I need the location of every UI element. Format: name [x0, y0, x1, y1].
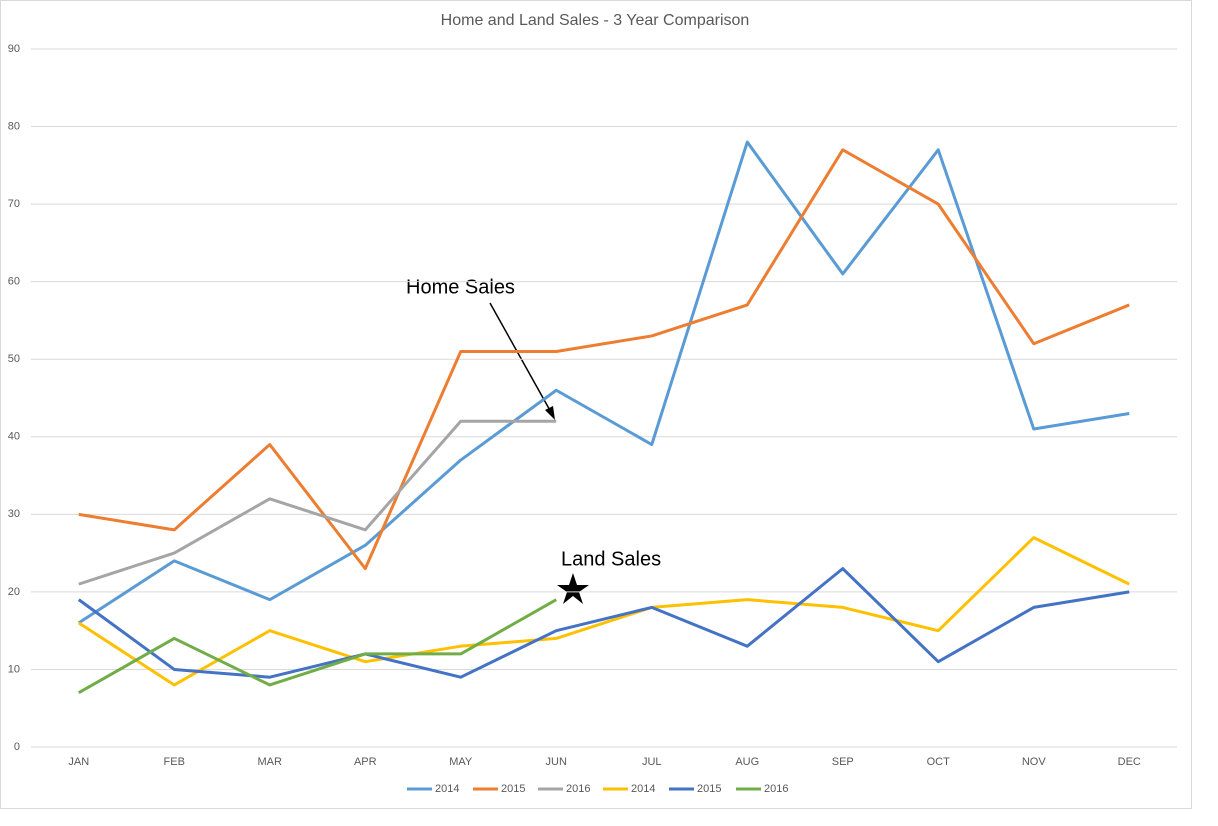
arrow-head: [545, 406, 555, 420]
y-tick-label: 50: [8, 353, 20, 365]
chart-title: Home and Land Sales - 3 Year Comparison: [441, 12, 750, 29]
annotation: Land Sales: [561, 548, 661, 570]
series-line: [78, 419, 557, 586]
x-tick-label: APR: [354, 756, 377, 768]
star: [557, 573, 589, 604]
y-tick-label: 40: [8, 431, 20, 443]
x-tick-label: MAY: [449, 756, 473, 768]
chart-border: [0, 0, 1192, 809]
series-line: [77, 140, 1130, 625]
y-tick-label: 60: [8, 276, 20, 288]
y-tick-label: 0: [14, 741, 20, 753]
y-tick-label: 20: [8, 586, 20, 598]
legend-label: 2015: [697, 783, 721, 795]
x-tick-label: NOV: [1022, 756, 1047, 768]
y-tick-label: 70: [8, 198, 20, 210]
legend-label: 2014: [631, 783, 655, 795]
x-tick-label: JUL: [642, 756, 662, 768]
series-line: [78, 148, 1130, 571]
annotation: Home Sales: [406, 276, 515, 298]
x-tick-label: AUG: [735, 756, 759, 768]
legend-label: 2016: [764, 783, 788, 795]
legend-label: 2016: [566, 783, 590, 795]
y-tick-label: 80: [8, 120, 20, 132]
x-tick-label: SEP: [832, 756, 854, 768]
arrow: [489, 302, 553, 415]
x-tick-label: OCT: [927, 756, 951, 768]
series-line: [77, 536, 1130, 687]
legend-label: 2015: [501, 783, 525, 795]
x-tick-label: MAR: [258, 756, 283, 768]
legend-label: 2014: [435, 783, 459, 795]
y-tick-label: 30: [8, 508, 20, 520]
x-tick-label: JAN: [68, 756, 89, 768]
x-tick-label: FEB: [164, 756, 185, 768]
y-tick-label: 10: [8, 663, 20, 675]
series-line: [78, 598, 557, 695]
x-tick-label: JUN: [546, 756, 567, 768]
x-tick-label: DEC: [1118, 756, 1141, 768]
y-tick-label: 90: [8, 43, 20, 55]
